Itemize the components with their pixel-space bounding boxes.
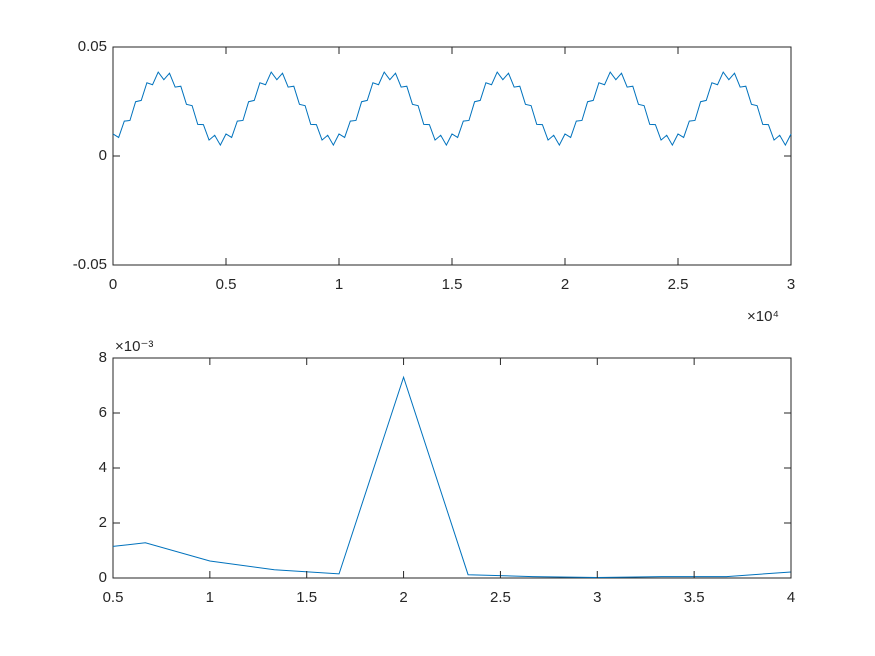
- x-multiplier: ×10⁴: [747, 308, 779, 325]
- y-tick-label: 0.05: [78, 38, 107, 55]
- axes-box: [112, 46, 792, 266]
- y-tick-label: 0: [99, 147, 107, 164]
- x-tick-label: 3: [787, 276, 795, 293]
- x-tick-label: 0.5: [103, 589, 124, 606]
- x-tick-label: 1.5: [296, 589, 317, 606]
- y-tick-label: -0.05: [73, 256, 107, 273]
- y-tick-label: 0: [99, 569, 107, 586]
- y-tick-label: 4: [99, 459, 107, 476]
- x-tick-label: 2: [561, 276, 569, 293]
- x-tick-label: 3.5: [684, 589, 705, 606]
- axes-box: [112, 357, 792, 579]
- x-tick-label: 1: [206, 589, 214, 606]
- line: [112, 375, 792, 578]
- y-tick-label: 2: [99, 514, 107, 531]
- x-tick-label: 0.5: [216, 276, 237, 293]
- x-tick-label: 3: [593, 589, 601, 606]
- y-tick-label: 8: [99, 349, 107, 366]
- x-tick-label: 0: [109, 276, 117, 293]
- x-tick-label: 4: [787, 589, 795, 606]
- y-multiplier: ×10⁻³: [115, 338, 153, 355]
- x-tick-label: 2: [399, 589, 407, 606]
- x-tick-label: 2.5: [668, 276, 689, 293]
- x-tick-label: 1.5: [442, 276, 463, 293]
- y-tick-label: 6: [99, 404, 107, 421]
- x-tick-label: 1: [335, 276, 343, 293]
- x-tick-label: 2.5: [490, 589, 511, 606]
- line: [112, 71, 792, 147]
